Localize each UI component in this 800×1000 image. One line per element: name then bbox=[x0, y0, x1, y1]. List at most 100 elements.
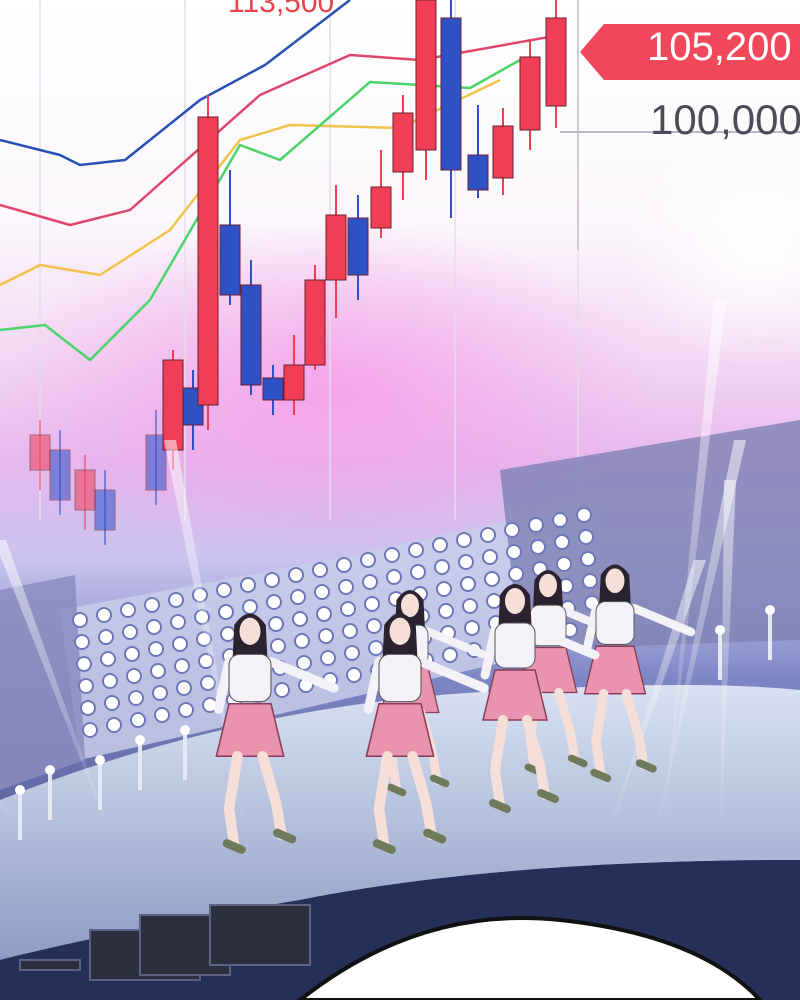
stage-light bbox=[340, 601, 356, 617]
stage-light bbox=[120, 602, 136, 618]
candle-body bbox=[545, 17, 567, 107]
base-price: 100,000 bbox=[650, 96, 800, 143]
dancer bbox=[363, 613, 489, 854]
face bbox=[605, 568, 625, 594]
stage-light bbox=[314, 584, 330, 600]
stage-light bbox=[124, 646, 140, 662]
candle-body bbox=[392, 112, 414, 173]
stanchion-top bbox=[15, 785, 25, 795]
stage-light bbox=[552, 512, 568, 528]
candle-body bbox=[519, 56, 541, 131]
stage-light bbox=[368, 640, 384, 656]
stanchion-top bbox=[95, 755, 105, 765]
candle-body bbox=[49, 449, 71, 501]
stage-light bbox=[460, 576, 476, 592]
stage-light bbox=[144, 597, 160, 613]
stage-light bbox=[346, 667, 362, 683]
light-ray bbox=[650, 440, 746, 860]
stanchion-top bbox=[765, 605, 775, 615]
stage-light bbox=[432, 537, 448, 553]
candle-body bbox=[219, 224, 241, 296]
stage-light bbox=[154, 707, 170, 723]
candle-body bbox=[162, 359, 184, 451]
stage-light bbox=[482, 549, 498, 565]
shoes bbox=[590, 759, 657, 783]
light-ray bbox=[600, 560, 706, 860]
stage-light bbox=[128, 690, 144, 706]
legs bbox=[489, 715, 550, 810]
skirt bbox=[482, 669, 548, 721]
stage-light bbox=[344, 645, 360, 661]
stage-light bbox=[456, 532, 472, 548]
stanchion-top bbox=[715, 625, 725, 635]
stage-light bbox=[266, 594, 282, 610]
skirt bbox=[365, 702, 435, 758]
high-price: 113,500 bbox=[228, 0, 334, 19]
stage-light bbox=[504, 522, 520, 538]
candle-body bbox=[304, 279, 326, 366]
stage-light bbox=[480, 527, 496, 543]
current-price: 105,200 bbox=[647, 25, 792, 69]
stage-light bbox=[458, 554, 474, 570]
skirt bbox=[215, 702, 285, 758]
stage-light bbox=[294, 633, 310, 649]
dancers bbox=[213, 564, 696, 854]
candle-body bbox=[240, 284, 262, 386]
stage-light bbox=[364, 596, 380, 612]
light-ray bbox=[720, 480, 736, 860]
stage-light bbox=[434, 559, 450, 575]
candle-body bbox=[197, 116, 219, 406]
stage-light bbox=[174, 658, 190, 674]
stage-light bbox=[176, 680, 192, 696]
stage-light bbox=[122, 624, 138, 640]
stage-light bbox=[506, 544, 522, 560]
stage-light bbox=[442, 647, 458, 663]
face bbox=[401, 593, 419, 618]
candle-body bbox=[74, 469, 96, 511]
speech-bubble bbox=[296, 915, 763, 1000]
trend-line bbox=[0, 0, 351, 167]
stage-light bbox=[316, 606, 332, 622]
shoes bbox=[222, 828, 297, 854]
top bbox=[228, 653, 272, 703]
stage-light bbox=[318, 628, 334, 644]
stage-light bbox=[312, 562, 328, 578]
stanchion-top bbox=[135, 735, 145, 745]
candle-body bbox=[347, 217, 369, 276]
candle-body bbox=[325, 214, 347, 281]
face bbox=[539, 573, 557, 598]
candle-body bbox=[467, 154, 489, 191]
stage-light bbox=[148, 641, 164, 657]
stage-light bbox=[274, 682, 290, 698]
stage-light bbox=[366, 618, 382, 634]
stage-light bbox=[582, 573, 598, 589]
skirt bbox=[583, 645, 647, 695]
arms bbox=[480, 625, 600, 680]
stage-light bbox=[172, 636, 188, 652]
shoes bbox=[372, 828, 447, 854]
stage-light bbox=[462, 598, 478, 614]
stage-light bbox=[74, 634, 90, 650]
stage-light bbox=[106, 717, 122, 733]
stage-light bbox=[130, 712, 146, 728]
speaker bbox=[19, 959, 81, 971]
stage-light bbox=[80, 700, 96, 716]
stanchion-top bbox=[180, 725, 190, 735]
stage-light bbox=[102, 673, 118, 689]
stage-light bbox=[292, 611, 308, 627]
stage-light bbox=[76, 656, 92, 672]
legs bbox=[223, 750, 287, 851]
stage-light bbox=[554, 534, 570, 550]
stage-light bbox=[484, 571, 500, 587]
stage-light bbox=[384, 547, 400, 563]
stage-light bbox=[216, 582, 232, 598]
stage-light bbox=[96, 607, 112, 623]
stanchion-top bbox=[45, 765, 55, 775]
stage-light bbox=[320, 650, 336, 666]
stage-light bbox=[264, 572, 280, 588]
top bbox=[595, 601, 635, 645]
stage-light bbox=[296, 655, 312, 671]
stage-light bbox=[530, 539, 546, 555]
candle-body bbox=[283, 364, 305, 401]
